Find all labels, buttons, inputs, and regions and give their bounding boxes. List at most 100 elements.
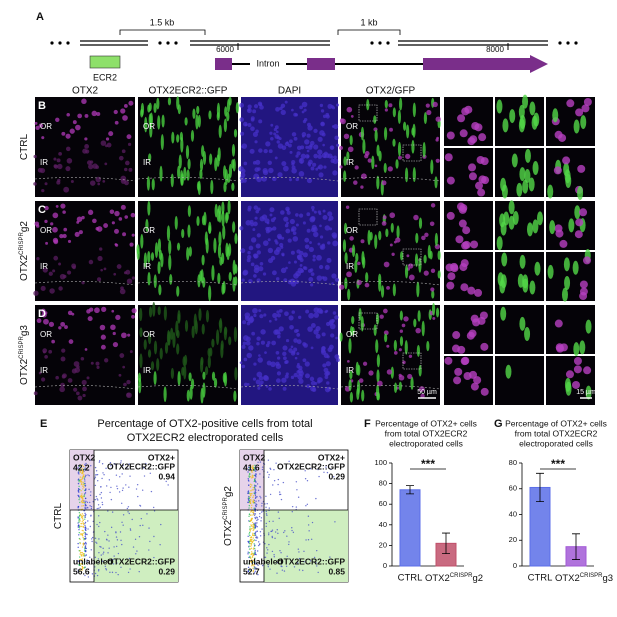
event-dot <box>268 533 270 536</box>
event-dot <box>260 511 263 513</box>
condition-label: OTX2CRISPRg2 <box>425 573 483 584</box>
event-dot <box>266 471 269 473</box>
cell-blob <box>307 145 313 150</box>
cell-blob <box>153 340 158 355</box>
cell-blob <box>249 219 254 224</box>
cell-blob <box>81 379 87 386</box>
cell-blob <box>211 371 216 381</box>
cell-blob <box>217 243 222 259</box>
event-dot <box>253 513 255 515</box>
cell-blob <box>391 252 395 256</box>
event-dot <box>251 560 254 563</box>
cell-blob <box>349 370 353 380</box>
cell-blob <box>184 319 189 332</box>
event-dot <box>259 531 262 533</box>
event-dot <box>253 565 255 567</box>
cell-blob <box>429 221 435 227</box>
cell-blob <box>36 256 40 261</box>
cell-blob <box>563 162 570 177</box>
event-dot <box>77 569 79 571</box>
cell-blob <box>147 349 152 358</box>
event-dot <box>89 501 91 504</box>
cell-blob <box>276 378 281 383</box>
event-dot <box>86 561 88 563</box>
cell-blob <box>306 149 310 153</box>
cell-blob <box>181 228 185 239</box>
cell-blob <box>113 109 118 115</box>
cell-blob <box>336 143 340 147</box>
cell-blob <box>500 177 507 192</box>
event-dot <box>256 483 259 485</box>
event-dot <box>119 476 121 478</box>
cell-blob <box>100 140 107 146</box>
event-dot <box>78 516 80 518</box>
event-dot <box>104 565 107 568</box>
cell-blob <box>522 179 529 194</box>
cell-blob <box>280 267 287 274</box>
cell-blob <box>328 320 334 326</box>
cell-blob <box>378 230 382 241</box>
cell-blob <box>559 239 568 248</box>
event-dot <box>84 560 86 563</box>
cell-blob <box>216 112 220 121</box>
event-dot <box>248 513 251 515</box>
cell-blob <box>164 342 169 354</box>
cell-blob <box>419 386 425 392</box>
cell-blob <box>403 121 407 131</box>
cell-blob <box>315 333 321 339</box>
cell-blob <box>303 266 308 271</box>
boundary <box>34 281 136 286</box>
event-dot <box>108 479 111 481</box>
condition-base: OTX2 <box>555 573 580 584</box>
cell-blob <box>519 114 526 129</box>
cell-blob <box>446 211 455 220</box>
cell-blob <box>334 135 339 141</box>
event-dot <box>110 559 113 562</box>
x-tick-label: CTRL <box>528 573 553 584</box>
event-dot <box>143 467 145 469</box>
cell-blob <box>105 144 108 148</box>
event-dot <box>249 501 251 503</box>
event-dot <box>251 467 254 469</box>
event-dot <box>329 556 331 558</box>
cell-blob <box>415 327 421 334</box>
cell-blob <box>411 140 415 154</box>
cell-blob <box>333 124 339 130</box>
cell-blob <box>524 326 531 341</box>
event-dot <box>304 470 306 472</box>
event-dot <box>97 561 100 564</box>
y-tick-label: 20 <box>509 535 517 544</box>
event-dot <box>254 534 257 536</box>
event-dot <box>140 517 143 520</box>
event-dot <box>79 550 81 552</box>
cell-blob <box>217 204 222 215</box>
event-dot <box>78 481 80 483</box>
event-dot <box>85 504 87 507</box>
cell-blob <box>148 113 152 127</box>
cell-blob <box>378 279 382 292</box>
cell-blob <box>84 144 90 149</box>
cell-blob <box>276 310 280 314</box>
cell-blob <box>227 199 231 215</box>
cell-blob <box>275 277 280 281</box>
event-dot <box>255 470 257 472</box>
cell-blob <box>240 131 245 136</box>
quadrant-label: OTX2 <box>73 452 95 462</box>
cell-blob <box>501 252 508 267</box>
cell-blob <box>243 382 248 387</box>
event-dot <box>79 520 81 522</box>
cell-blob <box>565 370 574 379</box>
cell-blob <box>579 340 586 355</box>
cell-blob <box>253 313 257 318</box>
event-dot <box>82 514 85 517</box>
cell-blob <box>213 237 217 254</box>
cell-blob <box>217 147 221 162</box>
cell-blob <box>257 386 261 390</box>
event-dot <box>89 505 91 507</box>
cell-blob <box>64 325 68 329</box>
event-dot <box>255 469 257 471</box>
cell-blob <box>310 323 316 328</box>
cell-blob <box>262 272 267 276</box>
cell-blob <box>224 326 228 336</box>
condition-label: CTRL <box>19 134 30 161</box>
